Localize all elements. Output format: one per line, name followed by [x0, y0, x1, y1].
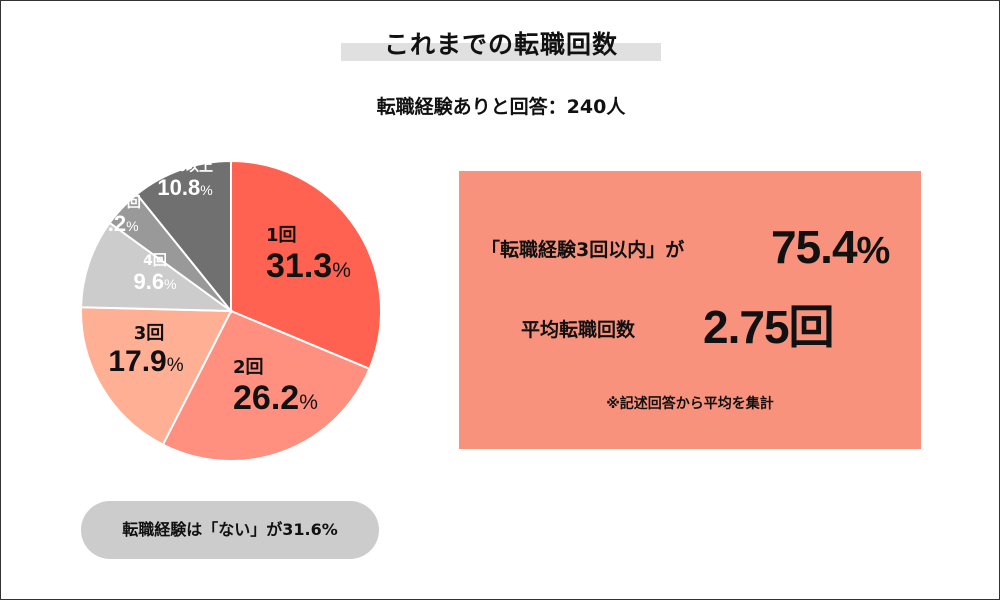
slice-label: それ以上	[157, 159, 213, 175]
title-block: これまでの転職回数	[341, 29, 661, 65]
slice-value-label: 4.2%	[95, 211, 138, 236]
slice-label: 5回	[117, 195, 141, 211]
title-highlight-bar	[341, 43, 661, 61]
pie-slice	[80, 306, 233, 446]
within3-number: 75.4	[771, 221, 858, 273]
slice-value-label: 9.6%	[133, 269, 176, 294]
within3-label: 「転職経験3回以内」が	[481, 239, 685, 261]
pie-slice	[135, 159, 232, 314]
slice-value-label: 10.8%	[157, 175, 212, 200]
slice-value-label: 17.9%	[108, 345, 183, 378]
chart-subtitle: 転職経験ありと回答：240人	[376, 96, 626, 118]
avg-value: 2.75回	[703, 301, 835, 353]
summary-box: 「転職経験3回以内」が 75.4% 平均転職回数 2.75回 ※記述回答から平均…	[459, 171, 921, 449]
within3-value: 75.4%	[771, 221, 891, 277]
summary-note: ※記述回答から平均を集計	[606, 396, 774, 412]
avg-unit: 回	[788, 301, 835, 353]
slice-label: 4回	[143, 253, 167, 269]
no-experience-badge: 転職経験は「ない」が31.6%	[81, 501, 379, 559]
within3-unit: %	[856, 230, 891, 272]
slice-value-label: 31.3%	[266, 247, 351, 285]
slice-value-label: 26.2%	[233, 379, 318, 417]
chart-title: これまでの転職回数	[383, 30, 618, 59]
avg-number: 2.75	[703, 301, 790, 353]
slice-label: 3回	[134, 323, 165, 344]
slice-label: 2回	[233, 357, 264, 378]
pie-slice	[230, 159, 382, 371]
slice-label: 1回	[266, 225, 297, 246]
pie-slice	[161, 309, 371, 462]
pie-slice	[80, 221, 235, 313]
avg-label: 平均転職回数	[521, 319, 636, 341]
